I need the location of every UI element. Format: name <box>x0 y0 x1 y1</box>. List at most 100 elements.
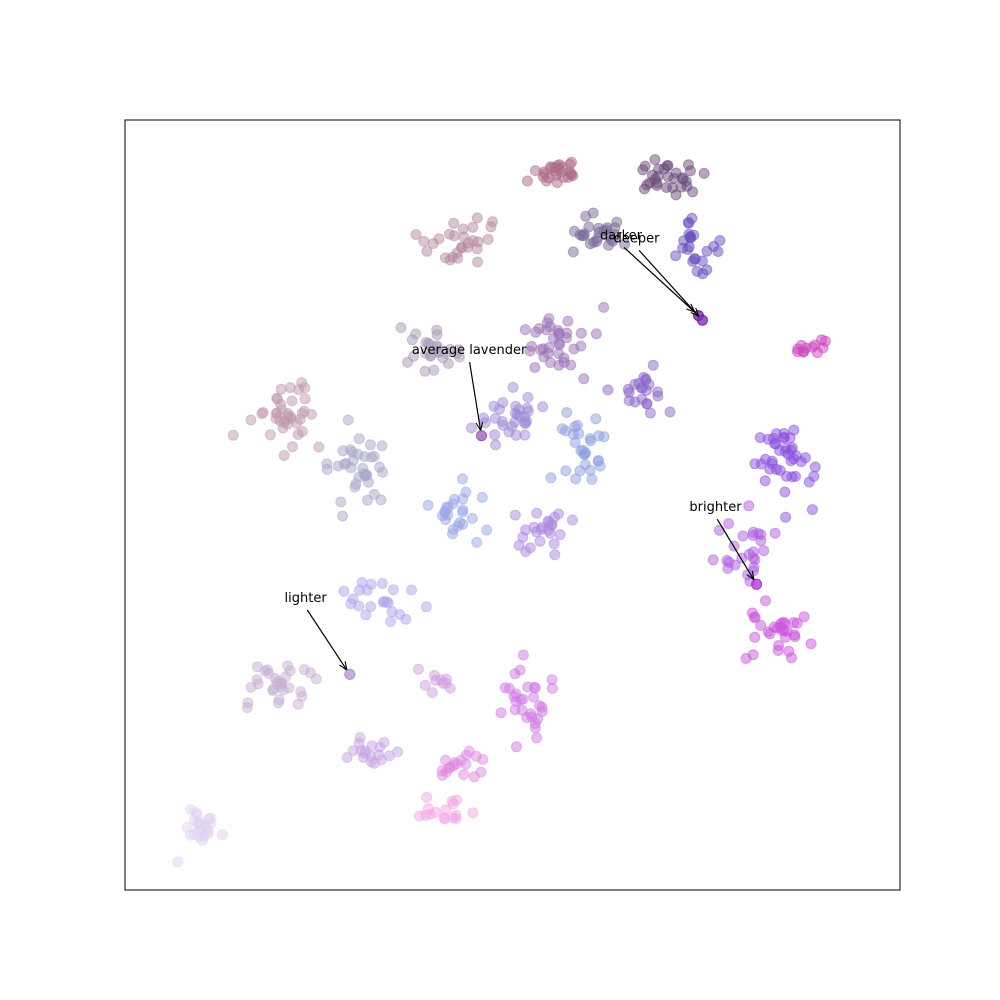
scatter-point <box>688 229 700 241</box>
scatter-point <box>447 498 459 510</box>
scatter-point <box>574 465 586 477</box>
scatter-point <box>427 238 439 250</box>
scatter-point <box>649 154 661 166</box>
scatter-point <box>729 559 741 571</box>
scatter-point <box>799 452 811 464</box>
scatter-point <box>788 617 800 628</box>
scatter-point <box>537 401 549 413</box>
scatter-point <box>395 322 407 334</box>
scatter-point <box>354 732 366 744</box>
scatter-point <box>623 395 635 406</box>
scatter-point <box>482 233 494 245</box>
scatter-point <box>805 638 817 650</box>
scatter-point <box>664 406 676 418</box>
annotation-arrow-deeper <box>638 249 698 315</box>
scatter-point <box>368 450 380 462</box>
scatter-point <box>789 629 800 641</box>
scatter-point <box>590 413 602 425</box>
scatter-point <box>790 470 801 482</box>
scatter-point <box>259 665 271 677</box>
scatter-point <box>467 221 479 233</box>
scatter-point <box>602 384 614 396</box>
scatter-point <box>447 524 459 536</box>
scatter-point <box>580 210 592 222</box>
scatter-point <box>365 601 377 613</box>
scatter-point <box>471 243 483 255</box>
scatter-point <box>432 345 444 357</box>
scatter-point <box>457 473 468 485</box>
scatter-point <box>553 348 565 360</box>
scatter-point <box>519 324 531 336</box>
scatter-point <box>545 472 557 484</box>
scatter-point <box>463 745 475 757</box>
scatter-point <box>783 645 795 657</box>
scatter-point <box>421 791 433 803</box>
scatter-point <box>358 451 370 462</box>
scatter-point <box>747 649 759 661</box>
scatter-point <box>755 619 767 631</box>
scatter-point <box>488 400 500 412</box>
scatter-point <box>406 584 417 596</box>
scatter-point <box>419 365 431 377</box>
scatter-point <box>670 250 682 262</box>
scatter-point <box>795 339 807 351</box>
scatter-point <box>603 239 614 251</box>
scatter-point <box>252 678 264 690</box>
scatter-point <box>759 475 771 487</box>
scatter-point <box>457 223 469 235</box>
scatter-point <box>721 554 733 566</box>
scatter-point <box>651 177 663 189</box>
scatter-point <box>766 458 778 470</box>
scatter-point <box>341 752 353 763</box>
scatter-point <box>368 488 380 500</box>
scatter-point <box>521 175 533 187</box>
scatter-point <box>509 407 521 419</box>
scatter-point <box>698 167 710 179</box>
scatter-point <box>769 438 781 450</box>
scatter-point <box>387 584 399 596</box>
scatter-point <box>202 828 214 840</box>
scatter-point <box>528 691 540 703</box>
scatter-point <box>476 491 488 503</box>
scatter-point <box>531 732 543 744</box>
scatter-point <box>413 663 424 675</box>
scatter-point <box>521 402 533 414</box>
scatter-point <box>714 235 726 246</box>
scatter-point <box>364 439 376 451</box>
scatter-point <box>658 163 670 175</box>
scatter-point <box>585 435 597 447</box>
scatter-point <box>410 229 422 240</box>
scatter-point <box>561 407 573 418</box>
scatter-point <box>321 463 333 475</box>
scatter-point <box>457 504 469 516</box>
scatter-point <box>788 424 800 436</box>
scatter-point <box>644 407 656 419</box>
scatter-point <box>737 530 749 542</box>
scatter-point <box>264 429 276 441</box>
scatter-point <box>697 268 709 280</box>
scatter-point <box>529 362 541 373</box>
scatter-point <box>448 230 460 242</box>
scatter-point <box>548 538 560 550</box>
scatter-point <box>496 416 508 427</box>
scatter-point <box>747 526 759 538</box>
scatter-point <box>451 794 463 806</box>
highlighted-point-deeper <box>696 314 708 326</box>
scatter-point <box>686 212 698 224</box>
scatter-point <box>575 327 587 339</box>
annotation-arrow-lighter <box>306 609 346 669</box>
scatter-point <box>516 704 528 716</box>
scatter-point <box>366 740 378 752</box>
scatter-point <box>194 818 206 830</box>
scatter-point <box>365 578 377 590</box>
scatter-point <box>439 507 451 519</box>
scatter-point <box>723 518 735 530</box>
plot-frame <box>124 119 901 891</box>
scatter-point <box>519 417 531 429</box>
scatter-point <box>578 373 590 385</box>
scatter-point <box>592 455 604 467</box>
scatter-point <box>524 345 536 357</box>
scatter-point <box>553 508 564 520</box>
highlighted-point-brighter <box>751 578 763 590</box>
scatter-point <box>647 359 659 371</box>
